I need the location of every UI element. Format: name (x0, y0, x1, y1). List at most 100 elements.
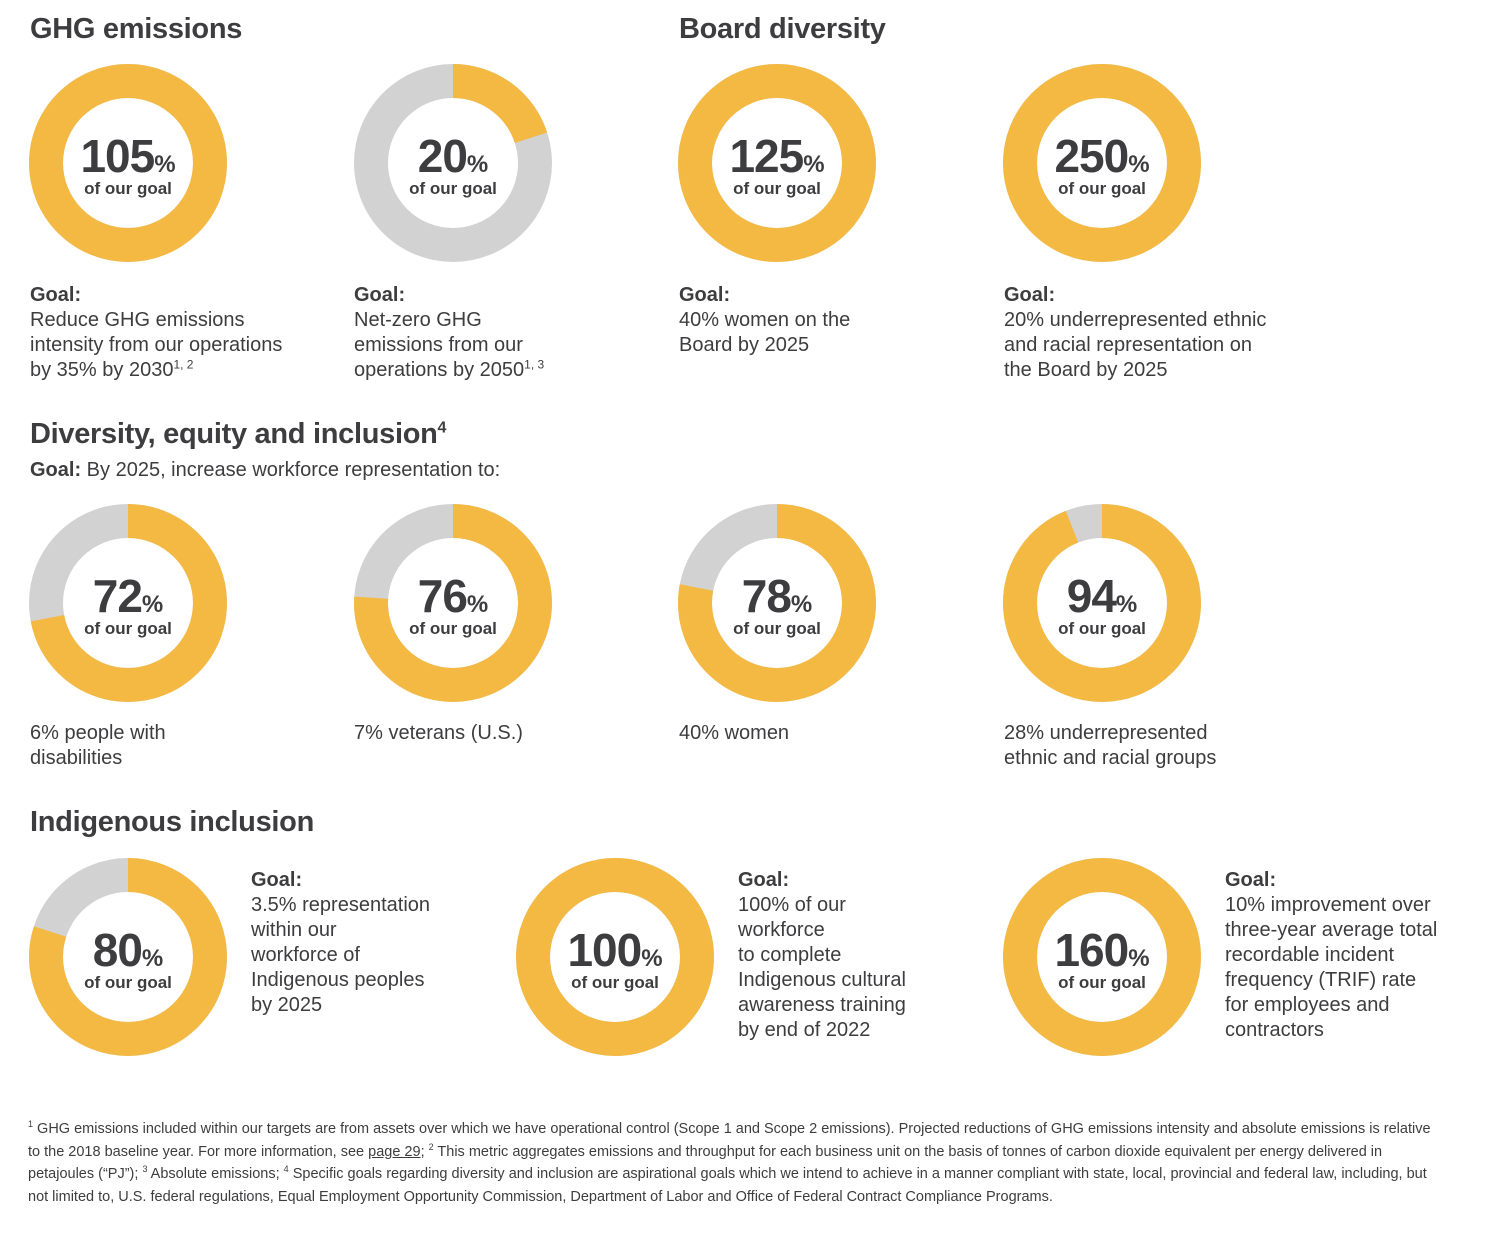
goal-caption-ethnic-groups: 28% underrepresented ethnic and racial g… (1004, 721, 1334, 771)
donut-progress-arc (29, 858, 227, 1056)
footnote-marker: 4 (283, 1164, 289, 1175)
donut-chart: 125% of our goal (678, 64, 876, 262)
goal-caption-indigenous-representation: Goal: 3.5% representation within our wor… (251, 868, 491, 1018)
donut-svg (354, 64, 552, 262)
donut-sublabel: of our goal (409, 179, 497, 198)
donut-progress-arc (354, 64, 552, 262)
goal-text: 40% women on the Board by 2025 (679, 309, 851, 356)
donut-center-label: 78% of our goal (678, 504, 876, 702)
donut-center-label: 80% of our goal (29, 858, 227, 1056)
donut-sublabel: of our goal (84, 179, 172, 198)
footnote-marker: 2 (428, 1141, 434, 1152)
donut-value-number: 250 (1054, 130, 1129, 182)
goal-label: Goal: (30, 459, 82, 481)
donut-progress-arc (678, 64, 876, 262)
footnote-text: GHG emissions included within our target… (28, 1121, 1431, 1160)
goal-label: Goal: (354, 284, 406, 306)
donut-sublabel: of our goal (571, 973, 659, 992)
donut-chart: 20% of our goal (354, 64, 552, 262)
goal-text: 3.5% representation within our workforce… (251, 894, 431, 1016)
footnote-text: ; (420, 1143, 429, 1160)
donut-chart: 250% of our goal (1003, 64, 1201, 262)
goal-caption-board-women: Goal: 40% women on the Board by 2025 (679, 283, 979, 358)
donut-center-label: 105% of our goal (29, 64, 227, 262)
donut-value-unit: % (641, 945, 663, 972)
donut-value-unit: % (154, 151, 176, 178)
donut-chart: 160% of our goal (1003, 858, 1201, 1056)
section-title-ghg: GHG emissions (30, 13, 243, 45)
section-title-indigenous-inclusion: Indigenous inclusion (30, 806, 315, 838)
donut-progress-arc (29, 504, 227, 702)
goal-text-body: Net-zero GHG emissions from our operatio… (354, 309, 525, 381)
donut-center-label: 250% of our goal (1003, 64, 1201, 262)
donut-sublabel: of our goal (84, 973, 172, 992)
donut-sublabel: of our goal (1058, 619, 1146, 638)
donut-value-number: 125 (729, 130, 804, 182)
donut-value-number: 78 (741, 570, 792, 622)
donut-value: 94% (1067, 573, 1138, 619)
donut-center-label: 125% of our goal (678, 64, 876, 262)
donut-value-unit: % (141, 591, 164, 618)
donut-center-label: 160% of our goal (1003, 858, 1201, 1056)
donut-value: 76% (418, 573, 489, 619)
donut-svg (1003, 504, 1201, 702)
donut-progress-arc (1003, 858, 1201, 1056)
section-title-board-diversity: Board diversity (679, 13, 886, 45)
goal-text: 100% of our workforce to complete Indige… (738, 894, 906, 1041)
donut-sublabel: of our goal (1058, 179, 1146, 198)
donut-svg (1003, 858, 1201, 1056)
donut-progress-arc (1003, 504, 1201, 702)
footnote-text: Specific goals regarding diversity and i… (28, 1166, 1427, 1205)
donut-svg (29, 64, 227, 262)
goal-label: Goal: (251, 869, 303, 891)
footnote-ref: 4 (437, 419, 447, 437)
goal-caption-veterans: 7% veterans (U.S.) (354, 721, 654, 746)
donut-sublabel: of our goal (409, 619, 497, 638)
donut-value: 20% (418, 133, 489, 179)
donut-center-label: 100% of our goal (516, 858, 714, 1056)
goal-caption-trif: Goal: 10% improvement over three-year av… (1225, 868, 1485, 1043)
footnote-text: Absolute emissions; (147, 1166, 284, 1182)
donut-value-number: 72 (92, 570, 143, 622)
donut-value-unit: % (141, 945, 164, 972)
donut-value-unit: % (466, 151, 489, 178)
goal-label: Goal: (1225, 869, 1277, 891)
donut-sublabel: of our goal (733, 619, 821, 638)
donut-chart: 94% of our goal (1003, 504, 1201, 702)
goal-caption-women: 40% women (679, 721, 979, 746)
footnote-marker: 1 (28, 1119, 34, 1130)
donut-value-unit: % (803, 151, 825, 178)
page-29-link[interactable]: page 29 (368, 1143, 421, 1160)
donut-chart: 80% of our goal (29, 858, 227, 1056)
donut-chart: 105% of our goal (29, 64, 227, 262)
footnote-marker: 3 (142, 1164, 148, 1175)
donut-svg (516, 858, 714, 1056)
donut-center-label: 94% of our goal (1003, 504, 1201, 702)
donut-value: 105% (80, 133, 175, 179)
donut-value-unit: % (790, 591, 813, 618)
donut-progress-arc (678, 504, 876, 702)
goal-label: Goal: (30, 284, 82, 306)
donut-svg (678, 64, 876, 262)
donut-center-label: 76% of our goal (354, 504, 552, 702)
donut-value: 100% (567, 927, 662, 973)
donut-progress-arc (29, 64, 227, 262)
donut-sublabel: of our goal (84, 619, 172, 638)
donut-progress-arc (354, 504, 552, 702)
donut-value: 125% (729, 133, 824, 179)
goal-text: 28% underrepresented ethnic and racial g… (1004, 722, 1217, 769)
donut-progress-arc (1003, 64, 1201, 262)
donut-svg (354, 504, 552, 702)
donut-value-number: 100 (567, 924, 642, 976)
goal-caption-ghg-net-zero: Goal: Net-zero GHG emissions from our op… (354, 283, 654, 383)
donut-svg (29, 858, 227, 1056)
donut-sublabel: of our goal (733, 179, 821, 198)
dei-goal-statement: Goal: By 2025, increase workforce repres… (30, 459, 500, 482)
dei-goal-text: By 2025, increase workforce representati… (81, 459, 501, 481)
donut-chart: 76% of our goal (354, 504, 552, 702)
donut-value-number: 105 (80, 130, 155, 182)
donut-value-number: 94 (1066, 570, 1117, 622)
donut-value: 78% (742, 573, 813, 619)
donut-value-number: 80 (92, 924, 143, 976)
donut-value: 80% (93, 927, 164, 973)
